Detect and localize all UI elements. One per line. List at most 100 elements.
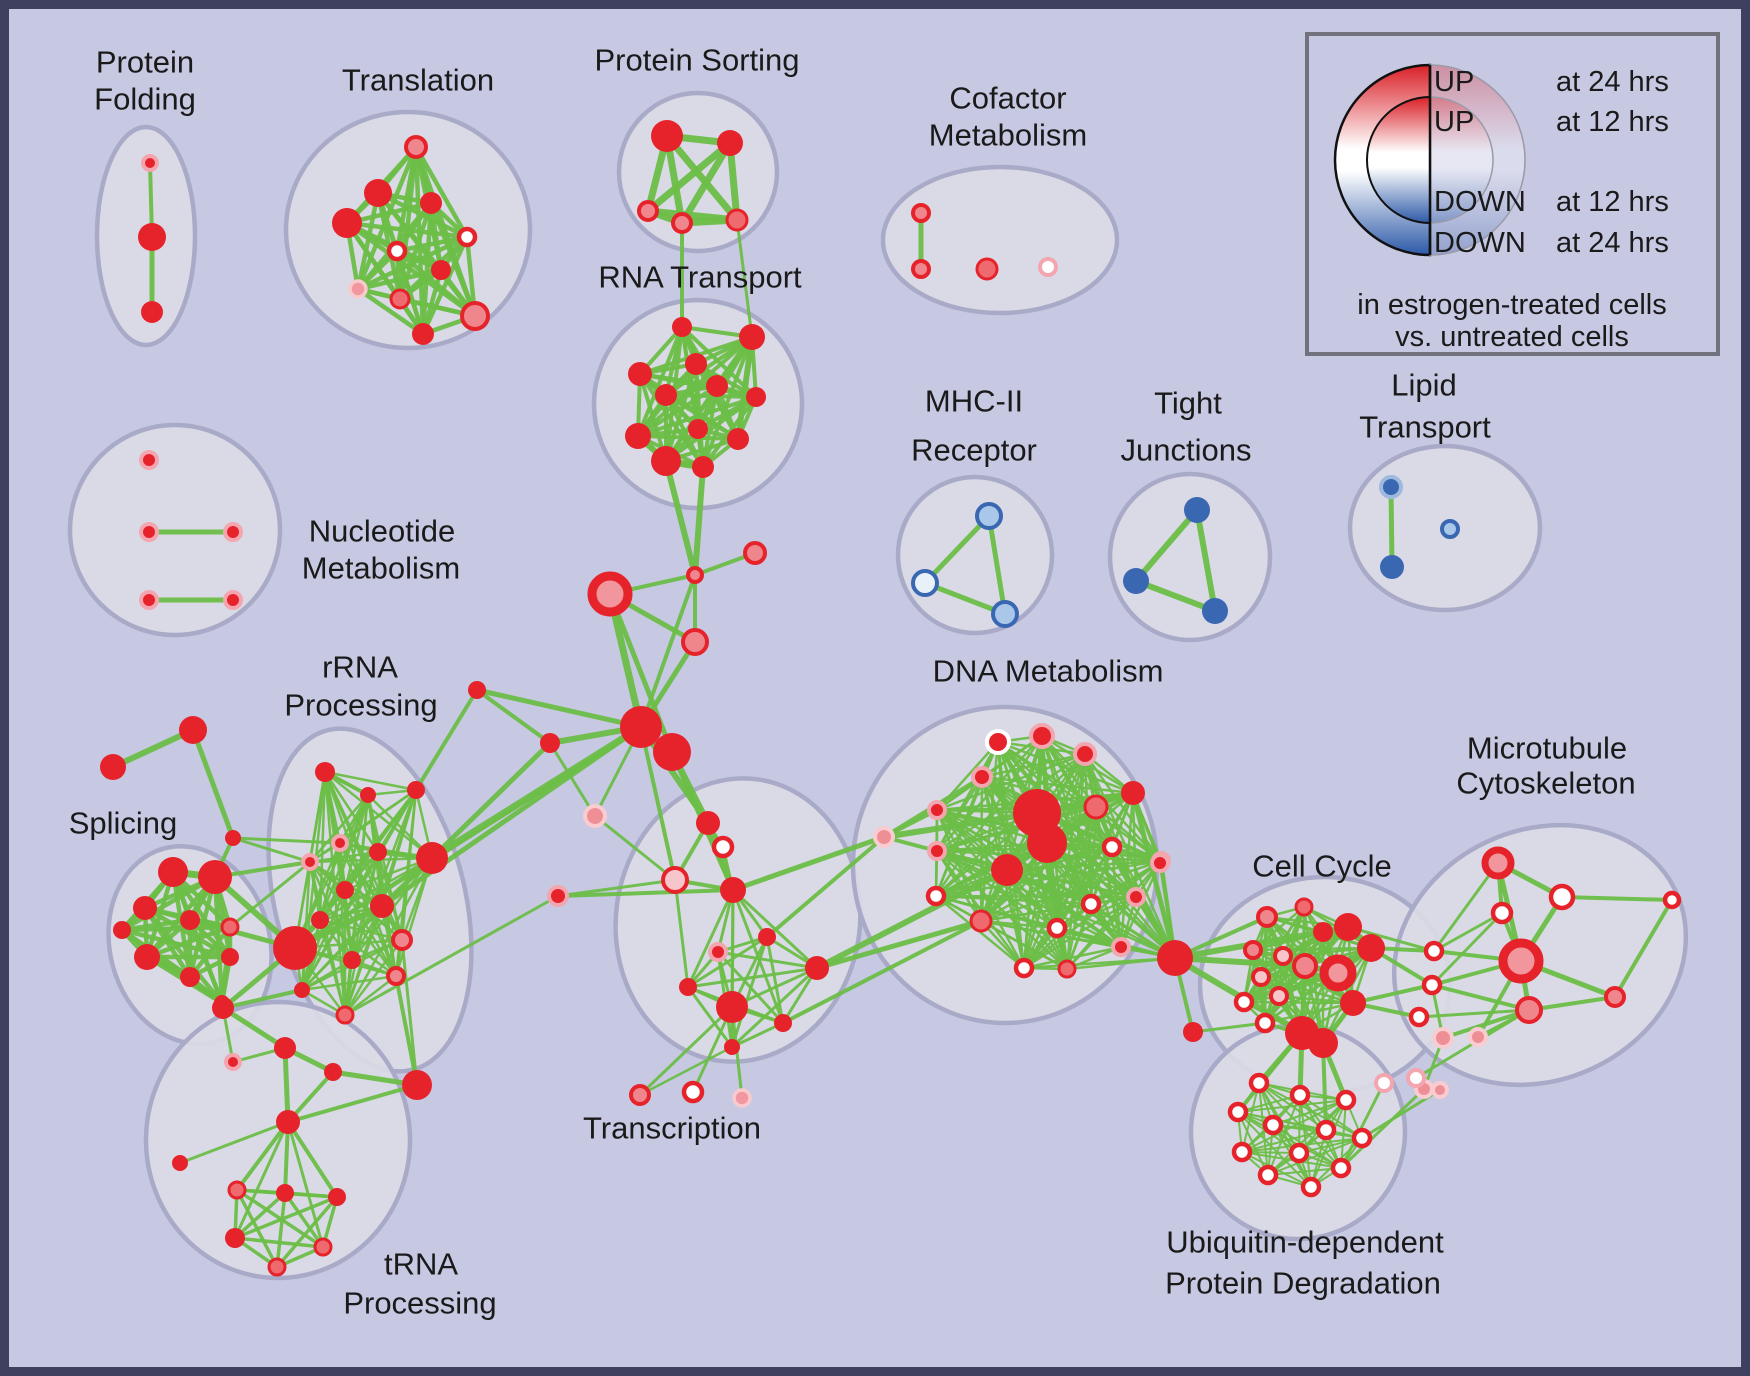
network-node-Tx9 [716, 991, 748, 1023]
network-node-NM1 [139, 450, 159, 470]
network-node-LP2 [1380, 555, 1404, 579]
cluster-microtubule-cytoskeleton-label: Cytoskeleton [1456, 766, 1635, 801]
network-edge [343, 793, 370, 892]
cluster-tight-junctions-ellipse [1107, 471, 1273, 643]
network-node-U7 [1351, 1127, 1373, 1149]
network-node-Tx14 [681, 1080, 705, 1104]
network-edge [1119, 791, 1135, 949]
network-edge [730, 935, 769, 1049]
network-node-tr7 [172, 1155, 188, 1171]
network-edge [636, 384, 719, 438]
network-edge [414, 688, 479, 792]
cluster-nucleotide-metabolism-label: Nucleotide [309, 514, 455, 549]
network-node-CC13 [1319, 954, 1357, 992]
network-node-D20 [1111, 937, 1131, 957]
network-edge [300, 860, 312, 992]
network-node-NM3 [223, 522, 243, 542]
network-edge [286, 1120, 325, 1249]
network-node-CC4 [1273, 946, 1293, 966]
network-edge [979, 902, 1093, 923]
network-edge [1241, 1129, 1327, 1153]
network-node-D15 [969, 909, 993, 933]
cluster-microtubule-cytoskeleton-label: Microtubule [1467, 731, 1627, 766]
cluster-tight-junctions-label: Junctions [1121, 433, 1252, 468]
network-edge [300, 888, 347, 992]
network-edge [1560, 895, 1674, 902]
network-edge [413, 144, 470, 240]
cluster-cofactor-metabolism-label: Metabolism [929, 118, 1088, 153]
network-edge [220, 1005, 288, 1051]
network-edge [1613, 898, 1674, 999]
network-edge [922, 513, 992, 586]
network-node-S2 [198, 860, 232, 894]
network-edge [323, 770, 380, 854]
network-edge [638, 1045, 734, 1097]
network-node-PS3 [637, 200, 659, 222]
network-node-D22 [1183, 1022, 1203, 1042]
network-node-RA [672, 317, 692, 337]
network-edge [730, 834, 887, 893]
network-node-tr2 [224, 1053, 242, 1071]
network-edge [275, 1195, 339, 1269]
network-node-S3 [133, 896, 157, 920]
network-node-TR2 [100, 754, 126, 780]
network-node-U9 [1288, 1142, 1310, 1164]
network-edge [1259, 975, 1355, 1005]
network-edge [1267, 1099, 1347, 1176]
network-node-U2 [1289, 1084, 1311, 1106]
network-edge [979, 859, 1163, 923]
network-node-S6 [134, 944, 160, 970]
network-edge [986, 513, 1008, 617]
network-node-CF3 [975, 257, 999, 281]
network-edge [922, 580, 1008, 617]
network-edge [429, 740, 553, 861]
network-edge [293, 725, 643, 950]
network-edge [355, 267, 444, 292]
network-node-D19 [1057, 959, 1077, 979]
legend-entry-time-0: at 24 hrs [1556, 66, 1669, 98]
network-edge [286, 1120, 339, 1199]
network-edge [663, 458, 698, 578]
legend-footnote-1: vs. untreated cells [1395, 321, 1629, 353]
legend-glyph-right-half [1429, 96, 1494, 224]
network-edge [119, 874, 218, 933]
network-edge [190, 727, 236, 841]
network-node-T10 [460, 301, 490, 331]
cluster-protein-folding-label: Protein [96, 45, 194, 80]
network-node-D4 [971, 766, 993, 788]
network-edge [1267, 1137, 1363, 1176]
network-node-CC3 [1243, 940, 1263, 960]
network-node-T4 [332, 208, 362, 238]
network-node-D11 [1101, 836, 1123, 858]
network-node-S1 [158, 857, 188, 887]
network-edge [1065, 956, 1177, 971]
legend: UP at 24 hrs UP at 12 hrs DOWN at 12 hrs DOWN a… [1305, 32, 1720, 356]
network-node-tr1 [212, 997, 234, 1019]
network-node-PF2 [138, 223, 166, 251]
network-node-CCr1 [1150, 853, 1170, 873]
network-node-H2 [653, 733, 691, 771]
cluster-transcription-ellipse [613, 776, 863, 1064]
legend-entry-time-1: at 12 hrs [1556, 106, 1669, 138]
network-node-T6 [386, 240, 408, 262]
cluster-rrna-processing-label: rRNA [322, 650, 398, 685]
network-node-CM [686, 566, 704, 584]
network-node-TR3 [225, 830, 241, 846]
network-edge [765, 935, 785, 1025]
network-node-UP3 [1468, 1027, 1488, 1047]
network-node-Tx12 [724, 1039, 740, 1055]
legend-glyph-left-half [1366, 95, 1431, 225]
network-edge [300, 958, 354, 992]
network-edge [701, 384, 719, 469]
network-node-D5 [927, 800, 947, 820]
network-edge [233, 1195, 339, 1240]
network-node-CC18 [1421, 974, 1443, 996]
network-edge [1346, 925, 1436, 953]
network-node-CF2 [911, 259, 931, 279]
cluster-trna-processing-label: tRNA [384, 1247, 458, 1282]
network-node-S5 [220, 917, 240, 937]
network-node-U10 [1257, 1164, 1279, 1186]
network-edge [1388, 484, 1395, 570]
